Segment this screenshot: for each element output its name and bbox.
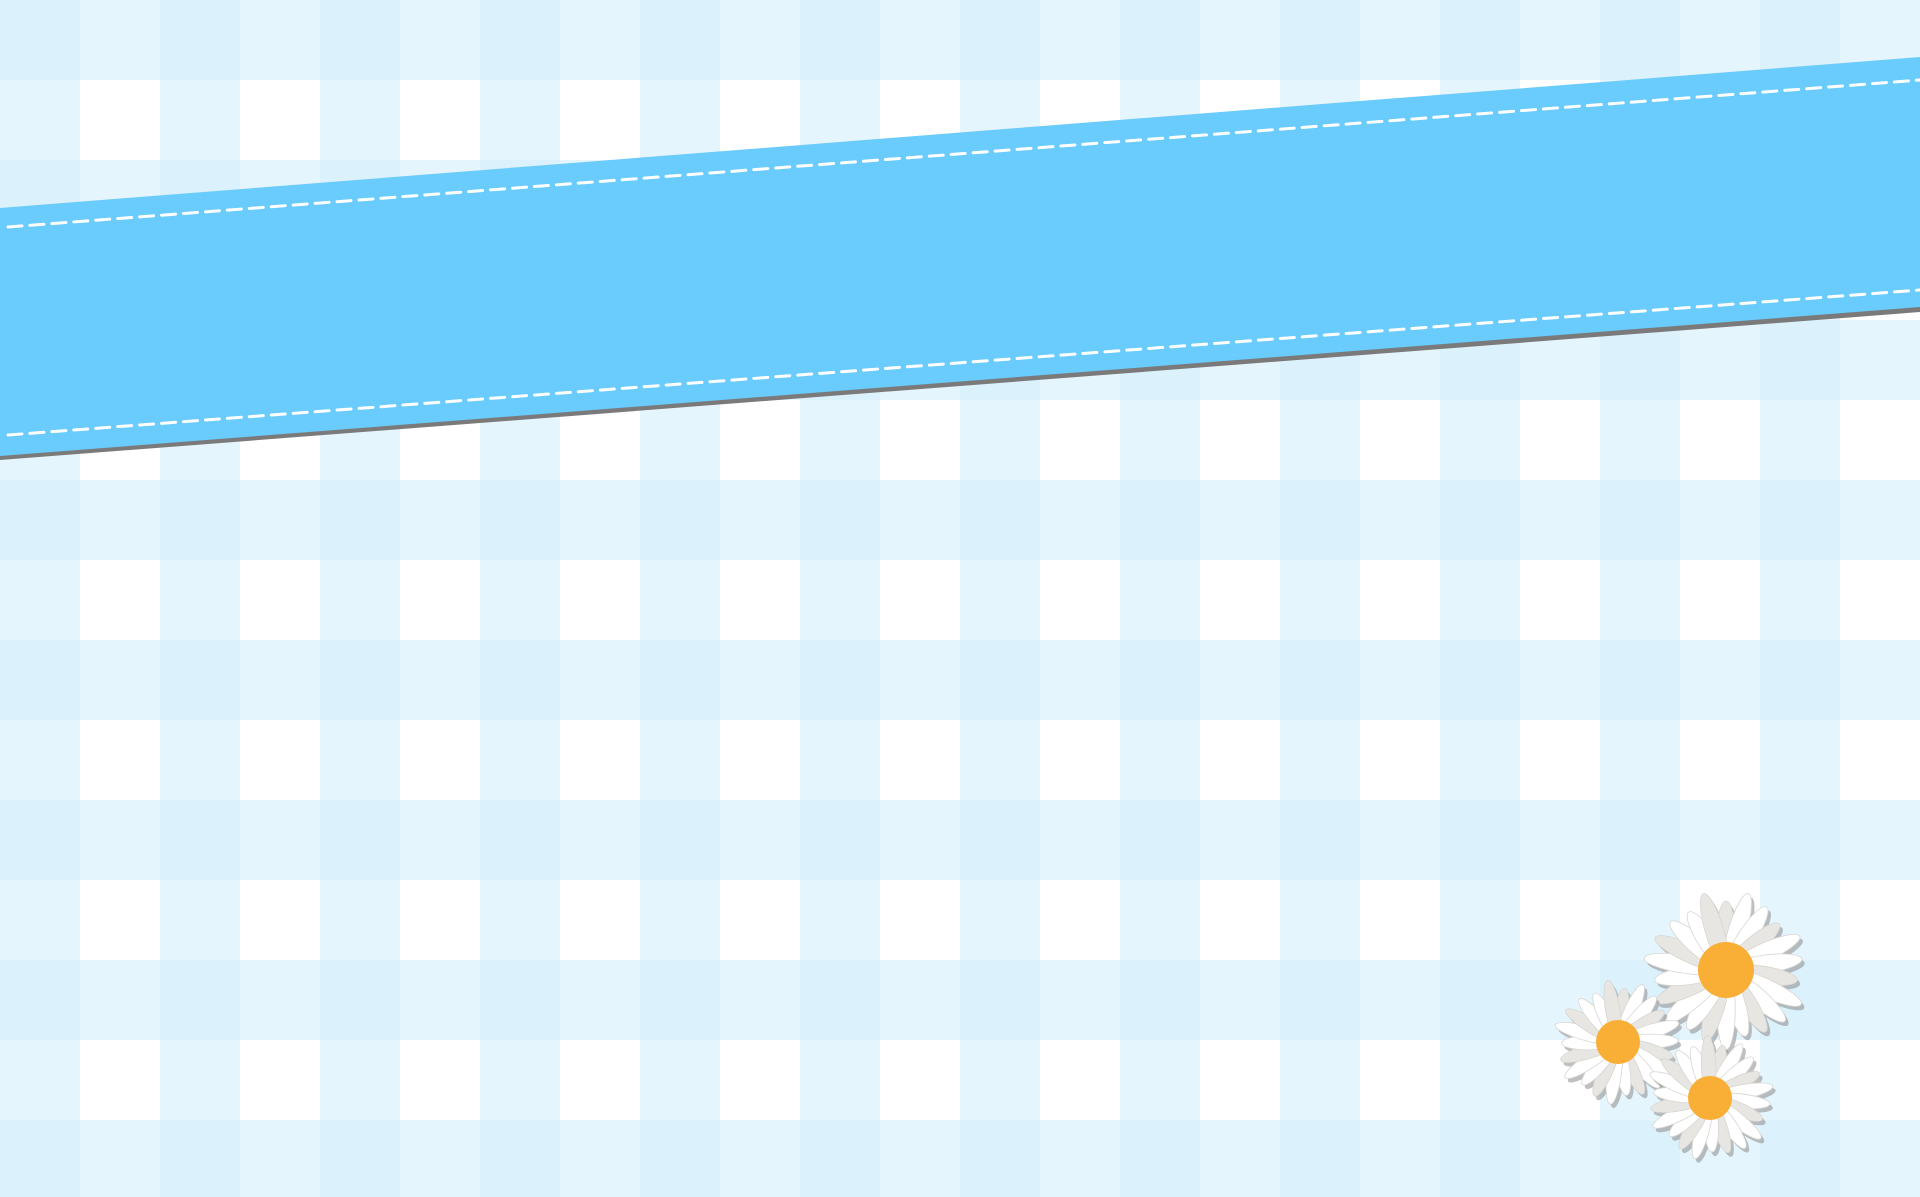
gingham-horizontal-stripe: [0, 0, 1920, 80]
gingham-horizontal-stripe: [0, 800, 1920, 880]
ribbon-banner: [0, 57, 1920, 460]
banner-stitch-top: [6, 78, 1920, 229]
daisy-center: [1688, 1076, 1732, 1120]
daisy-cluster: [1554, 893, 1805, 1163]
gingham-horizontal-stripe: [0, 1120, 1920, 1197]
daisy-center: [1596, 1020, 1640, 1064]
gingham-horizontal-stripe: [0, 640, 1920, 720]
daisy-flower-icon: [1649, 1035, 1776, 1163]
banner-band: [0, 57, 1920, 456]
gingham-horizontal-stripe: [0, 480, 1920, 560]
daisy-flower-icon: [1643, 893, 1805, 1054]
banner-stitch-bottom: [6, 288, 1920, 437]
daisy-flower-icon: [1554, 979, 1682, 1109]
daisy-center: [1698, 942, 1754, 998]
